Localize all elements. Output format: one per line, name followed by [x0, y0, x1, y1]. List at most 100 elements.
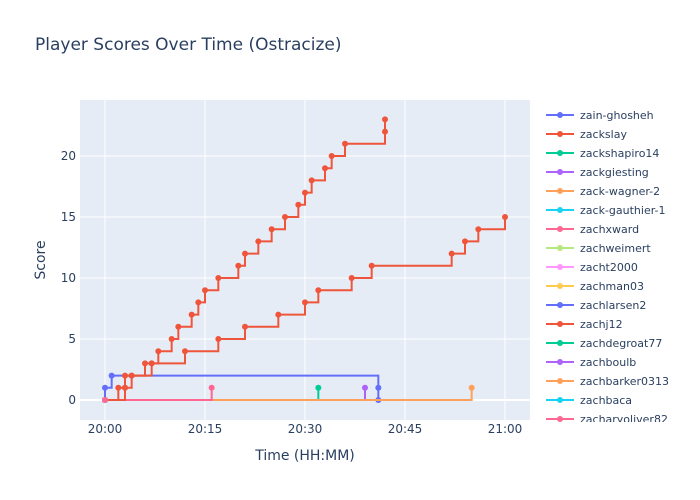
- data-point: [102, 397, 108, 403]
- data-point: [215, 336, 222, 342]
- data-point: [322, 165, 328, 172]
- legend-marker: [557, 321, 563, 327]
- data-point: [315, 287, 322, 294]
- y-tick-label: 20: [61, 149, 76, 163]
- legend-item[interactable]: zacht2000: [546, 261, 638, 274]
- data-point: [195, 299, 202, 306]
- data-point: [155, 348, 162, 355]
- legend-item[interactable]: zachman03: [546, 280, 644, 293]
- data-point: [448, 250, 455, 257]
- data-point: [368, 262, 375, 269]
- data-point: [202, 287, 208, 294]
- data-point: [188, 311, 195, 318]
- x-axis-ticks: 20:00 20:15 20:30 20:45 21:00: [88, 422, 523, 436]
- legend-item[interactable]: zachbaca: [546, 394, 632, 407]
- x-axis-title: Time (HH:MM): [254, 448, 355, 464]
- legend-item[interactable]: zack-gauthier-1: [546, 204, 666, 217]
- legend-label: zachlarsen2: [580, 299, 646, 312]
- series-layer: [102, 116, 508, 403]
- legend-marker: [557, 283, 563, 289]
- x-tick-label: 21:00: [488, 422, 523, 436]
- legend-marker: [557, 359, 563, 365]
- data-point: [502, 214, 508, 220]
- legend-item[interactable]: zain-ghosheh: [546, 109, 654, 122]
- data-point: [148, 360, 155, 367]
- series-line: [105, 387, 213, 401]
- series-line: [105, 387, 473, 401]
- legend-marker: [557, 207, 563, 213]
- data-point: [242, 323, 248, 330]
- legend-item[interactable]: zack-wagner-2: [546, 185, 660, 198]
- legend-item[interactable]: zackgiesting: [546, 166, 649, 179]
- data-point: [382, 128, 388, 135]
- legend-marker: [557, 188, 563, 194]
- data-point: [382, 116, 388, 123]
- data-point: [362, 384, 368, 391]
- legend-marker: [557, 264, 563, 270]
- data-point: [235, 262, 242, 269]
- legend-label: zachdegroat77: [580, 337, 662, 350]
- legend-marker: [557, 416, 563, 422]
- data-point: [295, 201, 302, 208]
- series-line: [105, 217, 506, 401]
- legend-label: zackslay: [580, 128, 627, 141]
- y-tick-label: 15: [61, 210, 76, 224]
- legend-item[interactable]: zackshapiro14: [546, 147, 659, 160]
- legend-marker: [557, 131, 563, 137]
- legend-marker: [557, 378, 563, 384]
- series-zacharyoliver82: [102, 397, 108, 403]
- data-point: [275, 311, 282, 318]
- legend-label: zachbarker0313: [580, 375, 669, 388]
- legend-marker: [557, 302, 563, 308]
- legend-item[interactable]: zachdegroat77: [546, 337, 662, 350]
- legend-item[interactable]: zachlarsen2: [546, 299, 646, 312]
- data-point: [242, 250, 248, 257]
- data-point: [462, 238, 468, 245]
- legend-item[interactable]: zacharyoliver82: [546, 413, 668, 426]
- x-tick-label: 20:30: [288, 422, 323, 436]
- data-point: [122, 384, 128, 391]
- data-point: [102, 384, 108, 391]
- chart-title: Player Scores Over Time (Ostracize): [35, 35, 342, 55]
- data-point: [115, 384, 122, 391]
- legend-label: zachman03: [580, 280, 644, 293]
- legend-label: zachweimert: [580, 242, 651, 255]
- legend-marker: [557, 397, 563, 403]
- legend-marker: [557, 112, 563, 118]
- data-point: [168, 336, 175, 342]
- legend-label: zackgiesting: [580, 166, 649, 179]
- data-point: [315, 384, 322, 391]
- data-point: [328, 153, 335, 159]
- legend-item[interactable]: zachboulb: [546, 356, 636, 369]
- data-point: [475, 226, 482, 233]
- data-point: [215, 275, 222, 281]
- y-tick-label: 5: [68, 332, 76, 346]
- legend-marker: [557, 245, 563, 251]
- legend-marker: [557, 340, 563, 346]
- data-point: [302, 189, 308, 196]
- legend-label: zachbaca: [580, 394, 632, 407]
- legend-label: zack-wagner-2: [580, 185, 660, 198]
- data-point: [208, 384, 215, 391]
- legend-marker: [557, 226, 563, 232]
- y-axis-ticks: 0 5 10 15 20: [61, 149, 76, 407]
- data-point: [108, 372, 115, 379]
- legend-label: zachj12: [580, 318, 623, 331]
- legend-item[interactable]: zachxward: [546, 223, 639, 236]
- y-tick-label: 10: [61, 271, 76, 285]
- legend-label: zachxward: [580, 223, 639, 236]
- legend-label: zack-gauthier-1: [580, 204, 666, 217]
- legend-item[interactable]: zachj12: [546, 318, 623, 331]
- legend-marker: [557, 150, 563, 156]
- legend-label: zackshapiro14: [580, 147, 659, 160]
- legend-item[interactable]: zachweimert: [546, 242, 651, 255]
- legend-item[interactable]: zackslay: [546, 128, 627, 141]
- legend-label: zacharyoliver82: [580, 413, 668, 426]
- data-point: [282, 214, 288, 220]
- data-point: [348, 275, 355, 281]
- legend-item[interactable]: zachbarker0313: [546, 375, 669, 388]
- legend-label: zain-ghosheh: [580, 109, 654, 122]
- data-point: [268, 226, 275, 233]
- data-point: [142, 360, 148, 367]
